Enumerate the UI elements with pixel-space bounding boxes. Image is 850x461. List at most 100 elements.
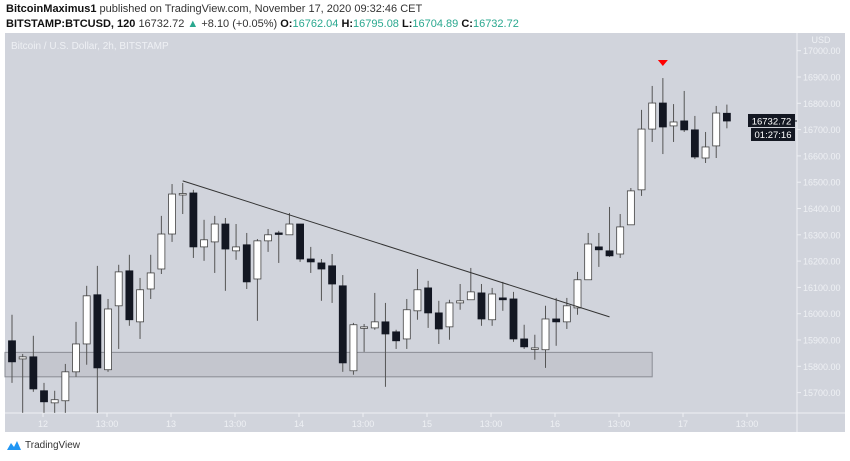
time-tick-label: 16 (550, 419, 560, 429)
candle (648, 85, 657, 142)
candle (29, 335, 38, 392)
candle-body (93, 294, 102, 369)
candle-body (306, 258, 315, 263)
candle (210, 215, 219, 273)
candle-body (637, 128, 646, 191)
up-triangle-icon: ▲ (187, 18, 199, 30)
price-tick-label: 16300.00 (803, 230, 841, 240)
candle (552, 297, 561, 346)
candle (72, 321, 80, 377)
candle-body (104, 308, 112, 371)
candle-body (285, 223, 294, 236)
candle (232, 224, 240, 260)
candle (520, 324, 529, 349)
candle-body (584, 243, 593, 281)
candle-body (200, 239, 208, 248)
countdown-label: 01:27:16 (755, 130, 792, 141)
candle-body (146, 272, 155, 290)
candle-body (114, 271, 123, 307)
high-value: 16795.08 (353, 18, 399, 30)
publish-info: BitcoinMaximus1 published on TradingView… (6, 3, 422, 15)
candle-body (29, 356, 38, 390)
price-tick-label: 15800.00 (803, 362, 841, 372)
last-price-badge (748, 113, 795, 127)
candle-body (18, 356, 27, 360)
time-tick-label: 13:00 (608, 419, 631, 429)
candle-body (616, 226, 625, 255)
candle-body (296, 223, 304, 260)
candle (498, 281, 507, 311)
candle (136, 277, 144, 339)
candle (285, 212, 294, 236)
candle (370, 292, 379, 330)
candle (701, 131, 710, 164)
candle-body (72, 343, 80, 373)
candle-body (712, 112, 721, 147)
candlestick-chart[interactable]: Bitcoin / U.S. Dollar, 2h, BITSTAMP USD … (0, 0, 850, 440)
candle-body (210, 223, 219, 243)
candle-body (328, 265, 337, 285)
trendline (182, 180, 610, 318)
close-value: 16732.72 (472, 18, 519, 30)
price-tick-label: 16600.00 (803, 151, 841, 161)
candle (456, 283, 465, 310)
price-tick-label: 16900.00 (803, 73, 841, 83)
candle-body (530, 347, 539, 350)
candle (722, 104, 731, 129)
candle (189, 189, 198, 258)
candle (402, 298, 411, 349)
candle-body (456, 300, 465, 304)
last-price: 16732.72 (138, 18, 185, 30)
candle (317, 258, 326, 301)
candle-body (349, 324, 358, 372)
candle-body (658, 102, 667, 128)
candle (712, 105, 721, 159)
candle (349, 322, 358, 375)
candle (264, 229, 272, 252)
candle-body (722, 112, 731, 122)
author-name[interactable]: BitcoinMaximus1 (6, 3, 97, 15)
tradingview-logo[interactable]: TradingView (6, 440, 80, 451)
candle (93, 265, 102, 413)
candle-body (82, 295, 91, 345)
candle-body (605, 250, 614, 257)
candle-body (253, 240, 262, 280)
candle-body (360, 326, 369, 329)
candle (626, 187, 635, 226)
candle-body (680, 120, 689, 131)
price-tick-label: 17000.00 (803, 46, 841, 56)
candle-body (424, 287, 433, 314)
price-tick-label: 16000.00 (803, 309, 841, 319)
candle-body (242, 244, 251, 283)
candle-body (552, 318, 561, 323)
time-tick-label: 14 (294, 419, 304, 429)
support-zone (4, 351, 653, 378)
sell-marker-icon (657, 60, 668, 67)
candle-body (477, 292, 486, 320)
candle-body (562, 305, 571, 323)
candle (18, 353, 27, 413)
candle-body (264, 234, 272, 242)
candle (221, 217, 230, 291)
candle-body (626, 190, 635, 226)
candle (541, 305, 550, 368)
candle (605, 206, 614, 257)
candle-body (125, 270, 134, 321)
candle (488, 287, 497, 326)
brand-name: TradingView (25, 440, 81, 451)
tradingview-logo-icon (7, 441, 21, 450)
candle-body (274, 232, 283, 235)
candle-body (466, 291, 475, 301)
candle-body (221, 223, 230, 250)
candle-body (317, 262, 326, 270)
candle-body (370, 321, 379, 329)
candle-body (381, 321, 390, 335)
candle (200, 219, 208, 261)
candle-body (168, 193, 176, 235)
candle-body (413, 289, 422, 312)
candle (477, 283, 486, 326)
candle-body (178, 193, 187, 196)
candle (616, 214, 625, 258)
candle (434, 300, 443, 344)
candle (445, 299, 454, 340)
